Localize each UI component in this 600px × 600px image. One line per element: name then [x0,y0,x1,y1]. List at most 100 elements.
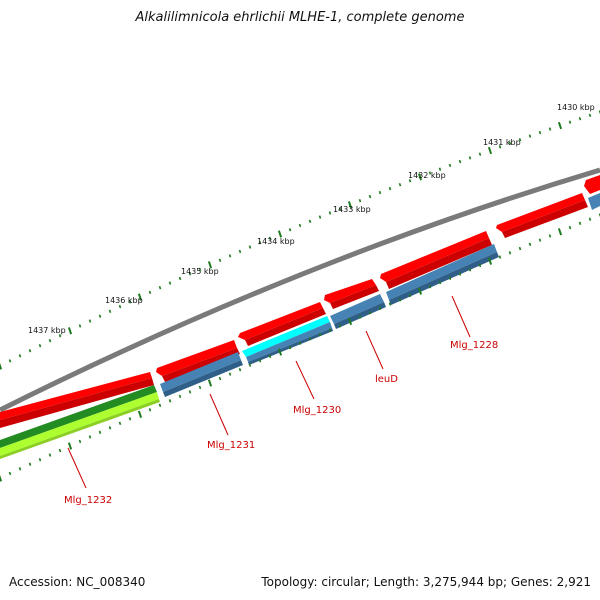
minor-tick [328,328,332,332]
minor-tick [318,215,322,219]
minor-tick [498,255,502,259]
major-tick [487,146,493,155]
minor-tick [378,306,382,311]
minor-tick [248,245,252,249]
minor-tick [8,359,12,363]
minor-tick [548,234,552,238]
minor-tick [188,272,192,276]
scale-label: 1430 kbp [557,103,595,112]
minor-tick [498,145,502,149]
minor-tick [428,171,432,175]
minor-tick [228,372,232,376]
gene-arrow-reverse [163,360,243,397]
minor-tick [538,238,542,242]
minor-tick [178,394,182,399]
major-tick [137,410,143,418]
minor-tick [548,127,552,131]
minor-tick [198,267,202,272]
major-tick [487,257,493,265]
minor-tick [18,354,22,358]
minor-tick [238,367,242,372]
gene-arrow-forward [162,348,240,382]
gene-arrow-reverse [330,294,384,324]
minor-tick [178,276,182,281]
minor-tick [588,113,592,118]
major-tick [137,293,143,301]
scale-label: 1436 kbp [105,296,143,305]
minor-tick [338,207,342,211]
minor-tick [258,240,262,245]
major-tick [0,362,3,370]
major-tick [207,379,213,387]
major-tick [347,201,353,209]
major-tick [277,348,283,356]
minor-tick [588,217,592,221]
minor-tick [128,417,132,421]
minor-tick [398,182,402,187]
minor-tick [458,272,462,276]
feature-band-dark-green [0,385,157,448]
minor-tick [378,190,382,195]
leader-line [365,330,384,370]
minor-tick [578,221,582,226]
major-tick [0,474,3,482]
gene-arrow-reverse [246,322,332,362]
major-tick [277,230,283,238]
minor-tick [478,263,482,268]
minor-tick [458,159,462,164]
accession-text: Accession: NC_008340 [9,575,146,589]
minor-tick [438,167,442,171]
minor-tick [308,219,312,223]
minor-tick [148,408,152,412]
gene-label: Mlg_1231 [207,440,255,451]
minor-tick [78,439,82,444]
minor-tick [158,286,162,290]
minor-tick [148,290,152,295]
minor-tick [98,430,102,435]
gene-arrow-forward [238,302,323,340]
minor-tick [578,117,582,121]
gene-arrow-forward [502,200,588,238]
major-tick [557,228,563,236]
gene-labels: Mlg_1228 leuD Mlg_1230 Mlg_1231 Mlg_1232 [64,340,498,506]
gene-label: leuD [375,374,398,385]
minor-tick [388,302,392,306]
major-tick [67,442,73,450]
minor-tick [258,359,262,363]
minor-tick [408,293,412,298]
minor-tick [428,285,432,289]
minor-tick [88,319,92,323]
minor-tick [538,130,542,135]
major-tick [557,121,563,130]
minor-tick [58,334,62,338]
minor-tick [568,225,572,230]
minor-tick [78,324,82,328]
gene-arrow-forward [156,340,237,376]
minor-tick [308,337,312,341]
minor-tick [218,258,222,263]
major-tick [347,317,353,326]
gene-label: Mlg_1232 [64,495,112,506]
gene-arrow-forward [496,193,585,232]
minor-tick [218,376,222,381]
minor-tick [288,228,292,232]
minor-tick [158,403,162,408]
minor-tick [368,311,372,315]
major-tick [417,287,423,295]
minor-tick [448,276,452,280]
gene-arrow-forward [330,285,379,309]
scale-label-group: 1430 kbp 1431 kbp 1432 kbp 1433 kbp 1434 kbp… [28,103,595,335]
minor-tick [48,453,52,457]
gene-arrow-reverse [160,352,241,392]
scale-label: 1434 kbp [257,237,295,246]
major-tick [67,327,73,335]
minor-tick [368,194,372,199]
green-feature-bands [0,385,160,459]
minor-tick [328,211,332,215]
scale-label: 1435 kbp [181,267,219,276]
gene-arrow-reverse [389,252,499,305]
minor-tick [448,163,452,168]
minor-tick [528,242,532,247]
feature-band-light-green-shade [0,399,160,459]
